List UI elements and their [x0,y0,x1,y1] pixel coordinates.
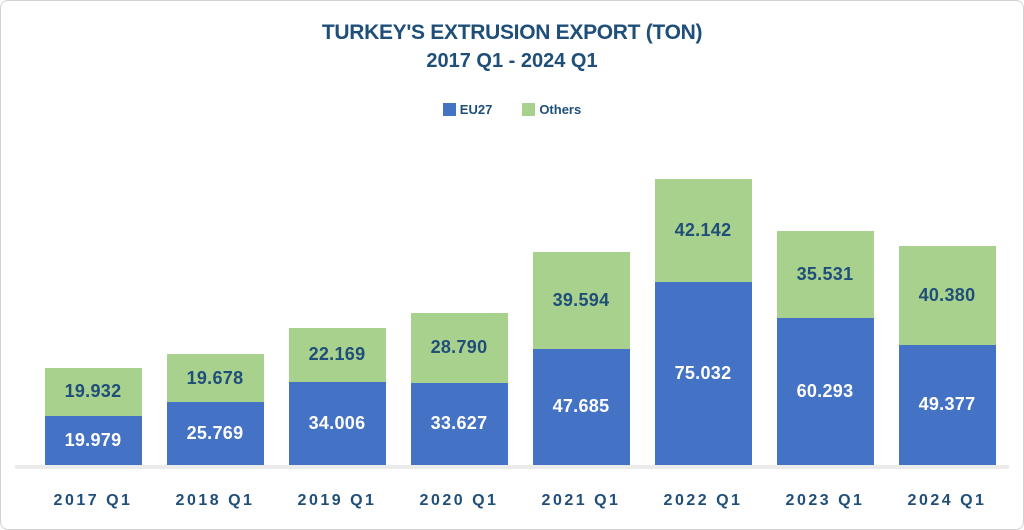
value-label-others: 40.380 [918,284,976,305]
x-axis-label: 2020 Q1 [419,492,499,509]
bar-group: 42.142 75.032 2022 Q1 [654,179,752,509]
bar-segment-eu27: 49.377 [898,344,996,465]
value-label-eu27: 34.006 [308,413,366,433]
eu27-swatch-icon [442,103,456,116]
bar-group: 19.678 25.769 2018 Q1 [166,354,264,509]
bar-segment-others: 39.594 [532,252,630,349]
bar-group: 19.932 19.979 2017 Q1 [44,367,142,509]
bar-group: 35.531 60.293 2023 Q1 [776,231,874,509]
legend-item-others: Others [522,102,581,117]
bar-segment-others: 28.790 [410,312,508,383]
bar-segment-others: 22.169 [288,327,386,382]
value-label-eu27: 49.377 [918,394,976,415]
bar-segment-others: 40.380 [898,245,996,345]
bar-segment-eu27: 47.685 [532,348,630,465]
bar-segment-others: 42.142 [654,179,752,282]
value-label-others: 42.142 [674,219,732,240]
value-label-others: 19.932 [64,381,122,402]
bar-segment-others: 35.531 [776,231,874,318]
value-label-eu27: 60.293 [796,380,854,401]
x-axis-label: 2018 Q1 [175,492,255,509]
bar-segment-eu27: 33.627 [410,382,508,465]
plot-area: 19.932 19.979 2017 Q1 19.678 25.769 2018 Q1 22… [31,173,1009,509]
value-label-eu27: 19.979 [64,430,122,451]
bar-segment-eu27: 34.006 [288,382,386,465]
legend-label-others: Others [539,102,582,117]
bar-segment-eu27: 60.293 [776,317,874,465]
x-axis-label: 2023 Q1 [785,492,865,509]
x-axis-label: 2022 Q1 [663,492,743,509]
chart-legend: EU27 Others [1,102,1023,117]
x-axis-label: 2024 Q1 [907,492,987,509]
bar-segment-others: 19.932 [44,367,142,417]
x-axis-line [15,465,1009,469]
bar-segment-eu27: 19.979 [44,416,142,465]
x-axis-label: 2019 Q1 [297,492,377,509]
x-axis-label: 2017 Q1 [53,492,133,509]
bar-group: 28.790 33.627 2020 Q1 [410,312,508,509]
value-label-others: 19.678 [186,367,244,388]
others-swatch-icon [522,103,536,116]
value-label-eu27: 75.032 [674,362,732,383]
bar-group: 22.169 34.006 2019 Q1 [288,327,386,509]
chart-subtitle: 2017 Q1 - 2024 Q1 [426,50,598,72]
value-label-others: 22.169 [308,344,366,365]
chart-title: TURKEY'S EXTRUSION EXPORT (TON) [321,21,703,44]
bar-segment-eu27: 25.769 [166,402,264,465]
value-label-others: 28.790 [430,337,488,358]
legend-item-eu27: EU27 [442,102,493,117]
value-label-eu27: 25.769 [186,423,244,444]
value-label-others: 39.594 [552,289,610,310]
bar-segment-eu27: 75.032 [654,281,752,465]
value-label-eu27: 47.685 [552,396,610,417]
legend-label-eu27: EU27 [459,102,493,117]
value-label-others: 35.531 [796,263,854,284]
x-axis-label: 2021 Q1 [541,492,621,509]
value-label-eu27: 33.627 [430,413,488,434]
bar-group: 39.594 47.685 2021 Q1 [532,252,630,509]
bar-segment-others: 19.678 [166,354,264,403]
bar-group: 40.380 49.377 2024 Q1 [898,245,996,509]
